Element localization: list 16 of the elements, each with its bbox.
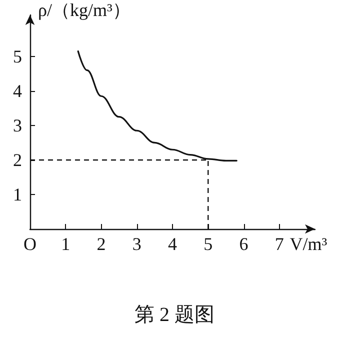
- x-tick-label: 5: [204, 234, 213, 254]
- y-tick-label: 4: [13, 80, 22, 101]
- x-tick-label: 3: [132, 234, 142, 254]
- y-axis-title: ρ/（kg/m³）: [38, 0, 130, 20]
- x-tick-label: 4: [168, 234, 177, 254]
- x-tick-label: 6: [239, 234, 248, 254]
- x-tick-label: 7: [274, 234, 284, 254]
- x-tick-label: 2: [96, 234, 106, 254]
- x-tick-label: 1: [61, 234, 70, 254]
- y-tick-label: 5: [13, 46, 22, 66]
- y-tick-label: 3: [13, 115, 22, 136]
- x-axis-title: V/m³: [290, 234, 328, 254]
- y-tick-label: 1: [13, 184, 22, 204]
- x-tick-label: O: [24, 234, 36, 254]
- text: 第 2 题图: [134, 304, 214, 326]
- y-tick-label: 2: [13, 150, 22, 170]
